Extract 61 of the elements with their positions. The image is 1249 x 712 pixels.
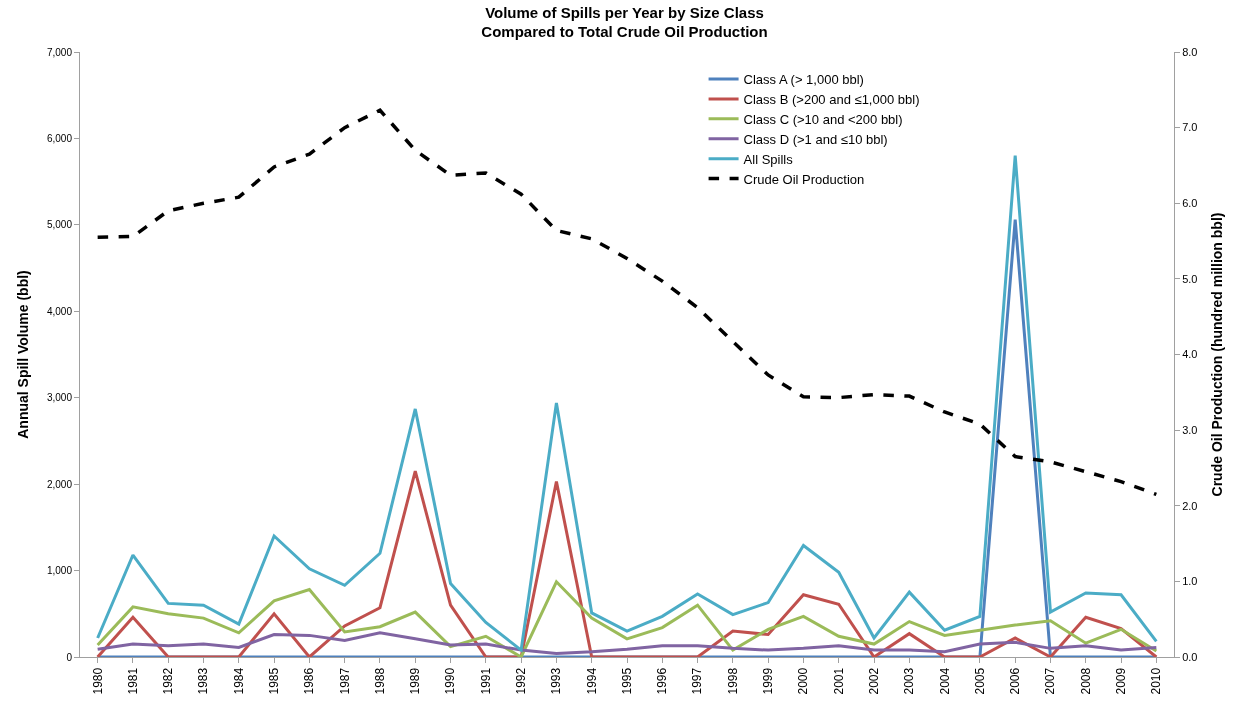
x-tick-label: 1981 [125, 667, 140, 695]
legend-label: Class C (>10 and <200 bbl) [743, 111, 903, 127]
x-tick-label: 2001 [831, 667, 846, 695]
y2-tick-label: 3.0 [1182, 423, 1198, 436]
line-series [96, 469, 1158, 657]
x-tick-label: 2000 [796, 667, 811, 695]
x-tick-label: 2009 [1113, 667, 1128, 695]
x-tick-label: 2002 [866, 667, 881, 695]
x-tick-label: 1986 [302, 667, 317, 695]
x-tick-label: 1995 [619, 667, 634, 695]
x-tick-label: 1999 [761, 667, 776, 695]
x-tick-label: 1989 [408, 667, 423, 695]
y-tick-label: 7,000 [46, 46, 73, 58]
chart-title: Volume of Spills per Year by Size Class Compared to Total Crude Oil Production [481, 3, 768, 41]
y2-tick-label: 5.0 [1182, 272, 1198, 285]
line-series [96, 580, 1158, 657]
y2-tick-label: 4.0 [1182, 348, 1198, 361]
y-tick-label: 6,000 [46, 132, 73, 144]
x-tick-label: 1980 [90, 667, 105, 695]
legend-label: Class B (>200 and ≤1,000 bbl) [743, 92, 920, 108]
x-tick-label: 1991 [478, 667, 493, 695]
x-tick-label: 2005 [972, 667, 987, 695]
y2-tick-label: 0.0 [1182, 650, 1198, 663]
y-tick-label: 3,000 [46, 392, 73, 404]
x-tick-label: 2008 [1078, 667, 1093, 695]
legend-label: Crude Oil Production [743, 171, 865, 187]
y2-tick-label: 7.0 [1182, 121, 1198, 134]
x-tick-label: 1997 [690, 667, 705, 695]
x-tick-label: 1982 [161, 667, 176, 695]
x-tick-label: 1983 [196, 667, 211, 695]
y-tick-label: 2,000 [46, 478, 73, 490]
x-tick-label: 1988 [372, 667, 387, 695]
y-tick-label: 0 [66, 651, 73, 663]
x-tick-label: 1992 [514, 667, 529, 695]
x-tick-label: 1990 [443, 667, 458, 695]
x-tick-label: 2007 [1043, 667, 1058, 695]
x-tick-label: 1993 [549, 667, 564, 695]
x-tick-label: 1987 [337, 667, 352, 695]
x-tick-label: 2010 [1149, 667, 1164, 695]
y-tick-label: 1,000 [46, 565, 73, 577]
y2-tick-label: 1.0 [1182, 575, 1198, 588]
y2-axis-title: Crude Oil Production (hundred million bbl) [1208, 212, 1225, 497]
x-tick-label: 1996 [655, 667, 670, 695]
x-tick-label: 2003 [902, 667, 917, 695]
y2-tick-label: 6.0 [1182, 197, 1198, 210]
y-tick-label: 5,000 [46, 219, 73, 231]
x-tick-label: 1984 [231, 667, 246, 695]
line-series [96, 631, 1158, 656]
legend-label: All Spills [743, 151, 794, 167]
y2-tick-label: 8.0 [1182, 45, 1198, 58]
line-series [95, 108, 1159, 497]
x-tick-label: 2006 [1008, 667, 1023, 695]
x-tick-label: 1998 [725, 667, 740, 695]
x-tick-label: 1985 [267, 667, 281, 695]
legend-label: Class A (> 1,000 bbl) [743, 72, 864, 88]
legend-label: Class D (>1 and ≤10 bbl) [743, 131, 888, 147]
y-tick-label: 4,000 [46, 305, 73, 317]
y2-tick-label: 2.0 [1182, 499, 1198, 512]
y-axis-title: Annual Spill Volume (bbl) [14, 270, 31, 439]
x-tick-label: 2004 [937, 667, 952, 695]
x-tick-label: 1994 [584, 667, 599, 695]
